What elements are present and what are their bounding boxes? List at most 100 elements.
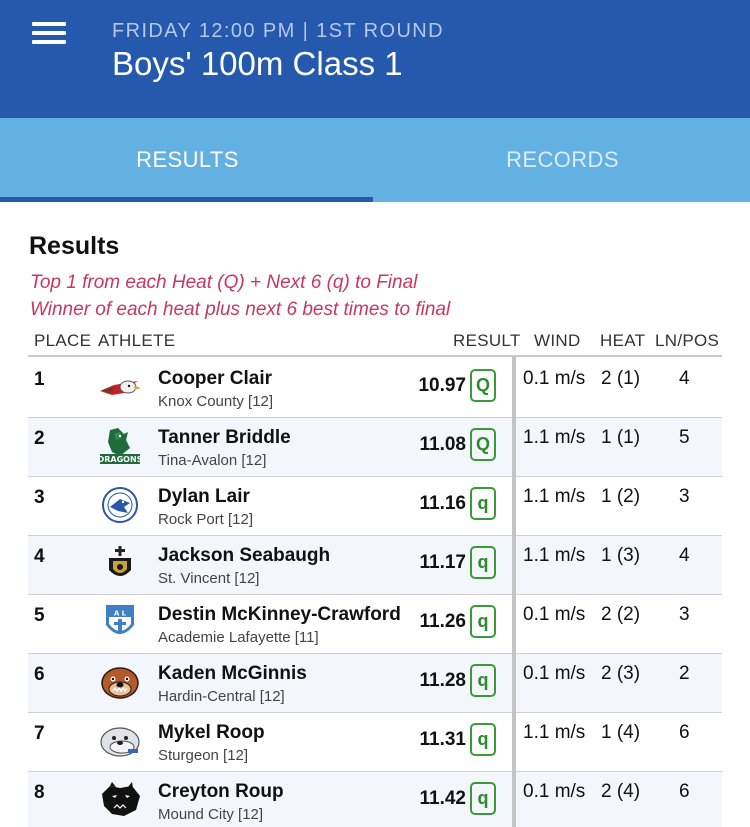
place: 2 — [34, 428, 45, 449]
tab-records[interactable]: RECORDS — [506, 147, 619, 172]
wind: 1.1 m/s — [523, 427, 586, 448]
qualifying-note: Top 1 from each Heat (Q) + Next 6 (q) to… — [30, 272, 418, 293]
wind: 0.1 m/s — [523, 368, 586, 389]
hamburger-menu-icon[interactable] — [32, 22, 66, 46]
column-header-place: PLACE — [34, 331, 92, 350]
table-row[interactable]: 7 Mykel Roop Sturgeon [12] 11.31 q 1.1 m… — [28, 713, 722, 772]
app-header: FRIDAY 12:00 PM | 1ST ROUND Boys' 100m C… — [0, 0, 750, 118]
heat: 1 (2) — [601, 486, 641, 507]
result-time: 11.26 — [419, 611, 467, 632]
wind: 0.1 m/s — [523, 663, 586, 684]
qualifier-badge: q — [470, 782, 496, 815]
results-heading: Results — [29, 232, 120, 260]
place: 7 — [34, 723, 45, 744]
table-row[interactable]: 2 DRAGONS Tanner Briddle Tina-Avalon [12… — [28, 418, 722, 477]
table-row[interactable]: 4 Jackson Seabaugh St. Vincent [12] 11.1… — [28, 536, 722, 595]
athlete-name[interactable]: Destin McKinney-Crawford — [158, 604, 401, 625]
athlete-school: Mound City [12] — [158, 806, 264, 823]
qualifier-badge: Q — [470, 369, 496, 402]
table-row[interactable]: 6 Kaden McGinnis Hardin-Central [12] 11.… — [28, 654, 722, 713]
column-header-ln-pos: LN/POS — [655, 331, 720, 350]
shield-logo-icon: A L — [98, 603, 142, 643]
result-time: 10.97 — [418, 375, 466, 396]
place: 5 — [34, 605, 45, 626]
column-header-wind: WIND — [534, 331, 581, 350]
athlete-name[interactable]: Jackson Seabaugh — [158, 545, 331, 566]
lane-position: 3 — [679, 604, 690, 625]
athlete-school: Knox County [12] — [158, 393, 274, 410]
wind: 0.1 m/s — [523, 604, 586, 625]
table-row[interactable]: 8 Creyton Roup Mound City [12] 11.42 q 0… — [28, 772, 722, 827]
table-row[interactable]: 1 Cooper Clair Knox County [12] 10.97 Q … — [28, 359, 722, 418]
qualifier-badge: q — [470, 546, 496, 579]
svg-text:DRAGONS: DRAGONS — [98, 455, 142, 464]
place: 1 — [34, 369, 45, 390]
athlete-name[interactable]: Cooper Clair — [158, 368, 273, 389]
bluejay-logo-icon — [98, 485, 142, 525]
place: 6 — [34, 664, 45, 685]
qualifier-badge: Q — [470, 428, 496, 461]
athlete-name[interactable]: Mykel Roop — [158, 722, 265, 743]
dragons-logo-icon: DRAGONS — [98, 426, 142, 466]
heat: 1 (4) — [601, 722, 641, 743]
table-row[interactable]: 5 A L Destin McKinney-Crawford Academie … — [28, 595, 722, 654]
lane-position: 4 — [679, 368, 690, 389]
result-wind-divider — [512, 357, 516, 827]
lane-position: 6 — [679, 722, 690, 743]
result-time: 11.28 — [419, 670, 467, 691]
event-subtitle: FRIDAY 12:00 PM | 1ST ROUND — [112, 20, 444, 42]
athlete-name[interactable]: Kaden McGinnis — [158, 663, 307, 684]
athlete-school: Hardin-Central [12] — [158, 688, 285, 705]
athlete-name[interactable]: Tanner Briddle — [158, 427, 291, 448]
column-header-result: RESULT — [453, 331, 521, 350]
event-title: Boys' 100m Class 1 — [112, 45, 403, 82]
heat: 2 (1) — [601, 368, 641, 389]
bulldog-logo-icon — [98, 662, 142, 702]
athlete-school: Sturgeon [12] — [158, 747, 249, 764]
lane-position: 4 — [679, 545, 690, 566]
heat: 2 (3) — [601, 663, 641, 684]
place: 8 — [34, 782, 45, 803]
bulldog-gray-logo-icon — [98, 721, 142, 761]
qualifier-badge: q — [470, 605, 496, 638]
eagle-logo-icon — [98, 367, 142, 407]
result-time: 11.08 — [419, 434, 467, 455]
crest-logo-icon — [98, 544, 142, 584]
wind: 1.1 m/s — [523, 545, 586, 566]
panther-logo-icon — [98, 780, 142, 820]
athlete-school: Tina-Avalon [12] — [158, 452, 267, 469]
lane-position: 5 — [679, 427, 690, 448]
svg-text:A L: A L — [114, 610, 127, 618]
result-time: 11.17 — [419, 552, 467, 573]
result-time: 11.42 — [419, 788, 467, 809]
active-tab-indicator — [0, 197, 373, 202]
table-header: PLACE ATHLETE RESULT WIND HEAT LN/POS — [28, 329, 722, 357]
heat: 1 (1) — [601, 427, 641, 448]
athlete-name[interactable]: Creyton Roup — [158, 781, 284, 802]
qualifier-badge: q — [470, 723, 496, 756]
result-time: 11.16 — [419, 493, 467, 514]
tab-bar: RESULTS RECORDS — [0, 118, 750, 202]
table-row[interactable]: 3 Dylan Lair Rock Port [12] 11.16 q 1.1 … — [28, 477, 722, 536]
lane-position: 3 — [679, 486, 690, 507]
heat: 1 (3) — [601, 545, 641, 566]
athlete-school: Rock Port [12] — [158, 511, 254, 528]
lane-position: 6 — [679, 781, 690, 802]
column-header-athlete: ATHLETE — [98, 331, 176, 350]
athlete-school: St. Vincent [12] — [158, 570, 260, 587]
heat: 2 (4) — [601, 781, 641, 802]
tab-results[interactable]: RESULTS — [136, 147, 239, 172]
column-header-heat: HEAT — [600, 331, 646, 350]
qualifier-badge: q — [470, 664, 496, 697]
athlete-school: Academie Lafayette [11] — [158, 629, 319, 646]
qualifying-note-detail: Winner of each heat plus next 6 best tim… — [30, 299, 451, 320]
athlete-name[interactable]: Dylan Lair — [158, 486, 250, 507]
wind: 1.1 m/s — [523, 486, 586, 507]
lane-position: 2 — [679, 663, 690, 684]
wind: 1.1 m/s — [523, 722, 586, 743]
heat: 2 (2) — [601, 604, 641, 625]
qualifier-badge: q — [470, 487, 496, 520]
place: 4 — [34, 546, 45, 567]
wind: 0.1 m/s — [523, 781, 586, 802]
place: 3 — [34, 487, 45, 508]
